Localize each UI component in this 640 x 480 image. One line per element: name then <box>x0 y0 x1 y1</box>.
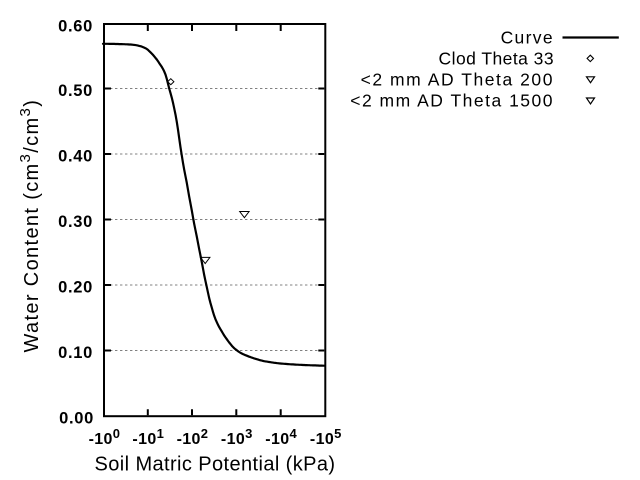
svg-text:<2 mm AD Theta 200: <2 mm AD Theta 200 <box>361 70 554 90</box>
svg-text:-105: -105 <box>310 426 342 448</box>
svg-text:0.30: 0.30 <box>58 213 93 231</box>
svg-text:0.40: 0.40 <box>58 148 93 166</box>
svg-text:0.00: 0.00 <box>59 410 94 428</box>
svg-text:-104: -104 <box>265 426 297 448</box>
svg-text:-101: -101 <box>132 426 164 448</box>
svg-text:Soil Matric Potential (kPa): Soil Matric Potential (kPa) <box>95 454 336 476</box>
svg-text:Water Content (cm3/cm3): Water Content (cm3/cm3) <box>17 99 43 353</box>
svg-text:-100: -100 <box>89 426 121 448</box>
svg-text:0.60: 0.60 <box>58 18 93 36</box>
svg-text:0.10: 0.10 <box>58 344 93 362</box>
svg-text:0.50: 0.50 <box>58 82 93 100</box>
svg-text:Clod Theta 33: Clod Theta 33 <box>439 49 554 69</box>
svg-text:<2 mm AD Theta 1500: <2 mm AD Theta 1500 <box>350 91 554 111</box>
svg-text:0.20: 0.20 <box>58 279 93 297</box>
svg-text:Curve: Curve <box>501 28 554 48</box>
svg-text:-103: -103 <box>221 426 253 448</box>
svg-text:-102: -102 <box>177 426 209 448</box>
